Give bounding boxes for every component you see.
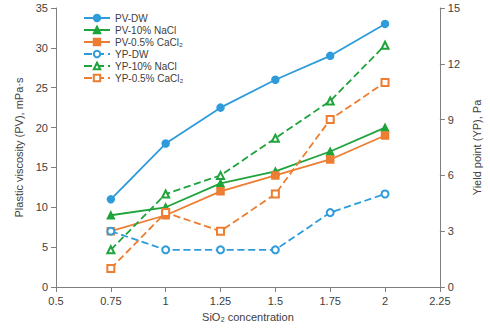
svg-text:Yield point (YP), Pa: Yield point (YP), Pa xyxy=(471,99,483,195)
svg-text:1.75: 1.75 xyxy=(319,295,340,307)
svg-text:6: 6 xyxy=(448,169,454,181)
svg-text:YP-10% NaCl: YP-10% NaCl xyxy=(115,61,177,72)
svg-text:10: 10 xyxy=(36,201,48,213)
svg-text:3: 3 xyxy=(448,225,454,237)
svg-text:30: 30 xyxy=(36,42,48,54)
svg-text:0.5: 0.5 xyxy=(48,295,63,307)
svg-text:SiO₂ concentration: SiO₂ concentration xyxy=(202,311,294,323)
svg-text:Plastic viscosity (PV), mPa·s: Plastic viscosity (PV), mPa·s xyxy=(13,77,25,217)
svg-text:12: 12 xyxy=(448,58,460,70)
svg-text:15: 15 xyxy=(36,161,48,173)
svg-text:PV-0.5% CaCl₂: PV-0.5% CaCl₂ xyxy=(115,37,183,48)
svg-text:PV-10% NaCl: PV-10% NaCl xyxy=(115,25,176,36)
svg-text:2: 2 xyxy=(382,295,388,307)
svg-text:5: 5 xyxy=(42,241,48,253)
svg-text:35: 35 xyxy=(36,2,48,14)
svg-text:0: 0 xyxy=(42,281,48,293)
svg-text:20: 20 xyxy=(36,122,48,134)
svg-text:0.75: 0.75 xyxy=(100,295,121,307)
svg-text:1.5: 1.5 xyxy=(268,295,283,307)
svg-text:0: 0 xyxy=(448,281,454,293)
svg-text:YP-DW: YP-DW xyxy=(115,49,149,60)
svg-text:1.25: 1.25 xyxy=(210,295,231,307)
svg-text:PV-DW: PV-DW xyxy=(115,13,148,24)
svg-text:25: 25 xyxy=(36,82,48,94)
svg-text:9: 9 xyxy=(448,114,454,126)
svg-text:1: 1 xyxy=(163,295,169,307)
svg-text:YP-0.5% CaCl₂: YP-0.5% CaCl₂ xyxy=(115,73,183,84)
svg-text:2.25: 2.25 xyxy=(429,295,450,307)
svg-text:15: 15 xyxy=(448,2,460,14)
